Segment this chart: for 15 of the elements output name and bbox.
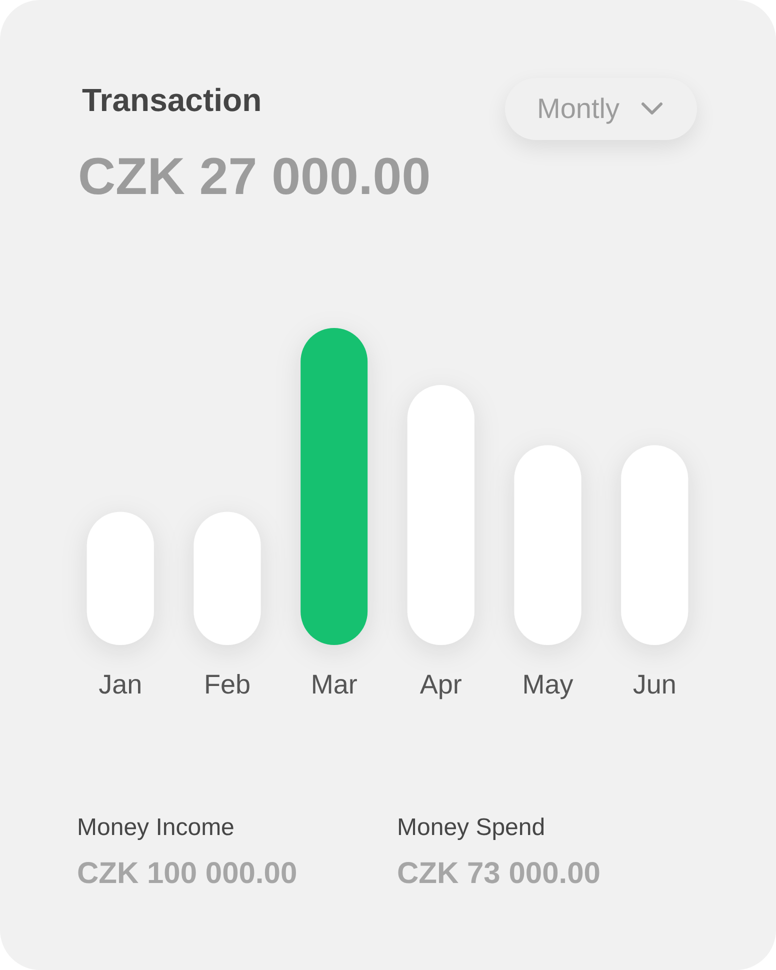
text: CZK 73 000.00: [397, 857, 600, 890]
x-tick-label: Apr: [420, 670, 462, 700]
x-tick-label: Jun: [632, 670, 676, 700]
dropdown-button: Montly: [505, 78, 697, 140]
x-tick-label: Feb: [204, 670, 251, 700]
text: Money Income: [77, 814, 234, 841]
bar: [407, 385, 474, 645]
text: CZK 100 000.00: [77, 857, 298, 890]
x-tick-label: Jan: [98, 670, 142, 700]
chart-title: Transaction: [82, 82, 262, 118]
chart-subtitle: CZK 27 000.00: [78, 148, 431, 206]
bar: [300, 328, 368, 645]
x-tick-label: Mar: [310, 670, 358, 700]
x-tick-label: May: [522, 670, 574, 700]
text: Money Spend: [397, 814, 546, 841]
